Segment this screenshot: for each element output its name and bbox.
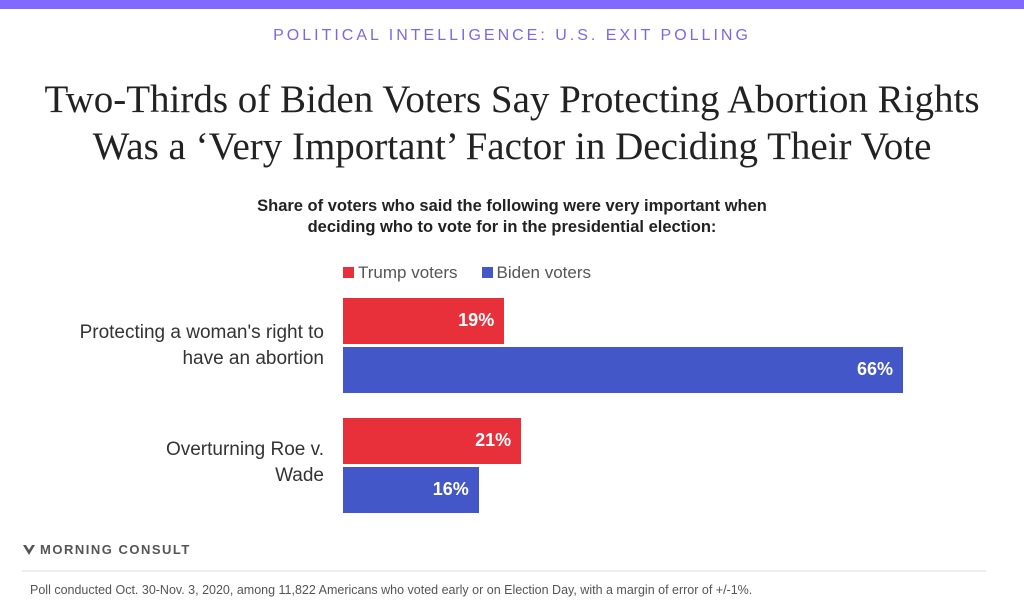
legend-swatch	[343, 267, 354, 278]
bar-biden: 16%	[343, 467, 479, 513]
legend-label: Biden voters	[496, 263, 592, 282]
chart-title: Two-Thirds of Biden Voters Say Protectin…	[0, 76, 1024, 170]
category-label: Overturning Roe v. Wade	[165, 439, 324, 486]
data-label: 19%	[458, 310, 495, 330]
chart-subtitle: Share of voters who said the following w…	[0, 196, 1024, 238]
chart-subtitle-text: Share of voters who said the following w…	[257, 197, 767, 236]
data-label: 21%	[475, 430, 512, 450]
legend: Trump voters Biden voters	[343, 263, 591, 283]
brand-name: MORNING CONSULT	[40, 542, 191, 557]
legend-label: Trump voters	[358, 263, 458, 282]
legend-item-trump: Trump voters	[343, 263, 458, 283]
bar-trump: 21%	[343, 418, 522, 464]
bar-biden: 66%	[343, 347, 903, 393]
chart-title-text: Two-Thirds of Biden Voters Say Protectin…	[44, 78, 980, 168]
bar-trump: 19%	[343, 298, 505, 344]
legend-swatch	[481, 267, 493, 278]
footnote: Poll conducted Oct. 30-Nov. 3, 2020, amo…	[30, 583, 753, 597]
category-label: Protecting a woman's right to have an ab…	[79, 322, 324, 369]
divider	[22, 570, 986, 572]
brand-logo: MORNING CONSULT	[22, 542, 191, 557]
morning-consult-logo-icon	[23, 544, 35, 555]
legend-item-biden: Biden voters	[481, 263, 592, 283]
data-label: 16%	[432, 479, 469, 499]
top-accent-bar	[0, 0, 1024, 9]
data-label: 66%	[856, 359, 893, 379]
kicker: POLITICAL INTELLIGENCE: U.S. EXIT POLLIN…	[273, 27, 751, 44]
